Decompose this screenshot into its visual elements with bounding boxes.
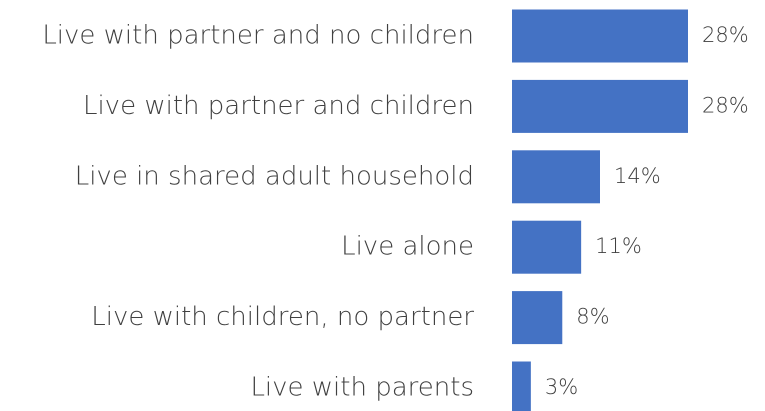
value-label: 14% bbox=[614, 164, 661, 188]
value-label: 8% bbox=[576, 305, 609, 329]
category-label: Live alone bbox=[341, 232, 474, 262]
category-label: Live in shared adult household bbox=[75, 161, 474, 191]
bar bbox=[512, 9, 688, 63]
bar bbox=[512, 150, 600, 204]
bar bbox=[512, 220, 582, 274]
category-label: Live with parents bbox=[250, 373, 474, 403]
value-label: 28% bbox=[702, 23, 749, 47]
value-label: 11% bbox=[595, 234, 642, 258]
category-label: Live with partner and children bbox=[83, 91, 474, 121]
value-label: 3% bbox=[545, 375, 578, 399]
value-label: 28% bbox=[702, 93, 749, 117]
bar bbox=[512, 291, 563, 345]
category-label: Live with partner and no children bbox=[42, 21, 474, 51]
bar bbox=[512, 361, 531, 411]
category-label: Live with children, no partner bbox=[91, 302, 474, 332]
bar bbox=[512, 79, 688, 133]
